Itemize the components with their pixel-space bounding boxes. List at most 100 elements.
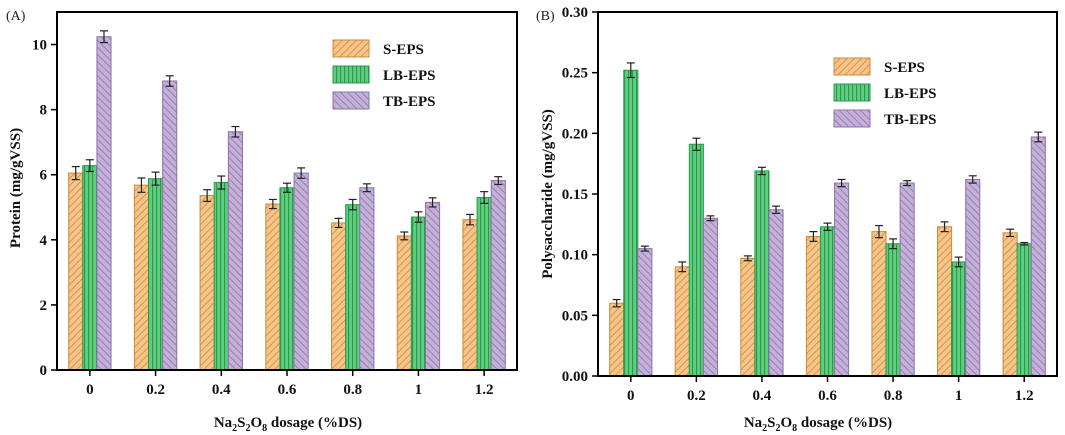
legend-swatch bbox=[833, 109, 871, 128]
legend-label: S-EPS bbox=[383, 42, 424, 58]
x-tick-label: 1 bbox=[955, 388, 963, 404]
error-bar bbox=[1034, 131, 1043, 143]
error-bar bbox=[743, 255, 752, 262]
error-bar bbox=[348, 198, 357, 211]
bar-tb-eps-1.2 bbox=[490, 180, 506, 371]
error-bar bbox=[151, 171, 160, 186]
error-bar bbox=[612, 298, 621, 308]
bar-s-eps-1.2 bbox=[462, 219, 478, 371]
plot-frame bbox=[56, 11, 518, 371]
error-bar bbox=[903, 180, 912, 187]
bar-lb-eps-1.2 bbox=[476, 197, 492, 371]
bar-lb-eps-0 bbox=[82, 165, 98, 371]
y-tick-label: 0.00 bbox=[562, 369, 588, 385]
bar-tb-eps-0.8 bbox=[359, 187, 375, 371]
plot-area: 0.00 0.05 0.10 0.15 0.20 0.25 0.30 0 0.2 0.4 0.6 0.… bbox=[562, 5, 1058, 404]
bar-tb-eps-0 bbox=[637, 248, 653, 377]
x-tick-label: 0.2 bbox=[146, 382, 165, 398]
error-bar bbox=[757, 166, 766, 176]
bar-s-eps-0.6 bbox=[265, 203, 281, 371]
error-bar bbox=[968, 175, 977, 184]
legend-label: S-EPS bbox=[884, 60, 925, 76]
y-tick-label: 0.25 bbox=[562, 66, 588, 82]
x-axis-title: Na2S2O8 dosage (%DS) bbox=[214, 415, 362, 434]
error-bar bbox=[428, 197, 437, 208]
x-axis-title: Na2S2O8 dosage (%DS) bbox=[744, 415, 892, 434]
error-bar bbox=[809, 231, 818, 242]
bar-tb-eps-0.2 bbox=[702, 217, 719, 377]
bar-tb-eps-1 bbox=[424, 201, 441, 371]
error-bar bbox=[400, 231, 409, 241]
chart-panel-protein: (A) 0 2 4 6 8 10 0 0.2 0.4 0.6 0.8 1 1.2 S-EPS LB-EPS T… bbox=[6, 9, 518, 434]
error-bar bbox=[283, 182, 291, 193]
error-bar bbox=[874, 224, 883, 239]
bar-lb-eps-0.8 bbox=[345, 204, 361, 371]
error-bar bbox=[268, 198, 277, 210]
bar-tb-eps-0.8 bbox=[899, 182, 915, 377]
bar-s-eps-0.8 bbox=[331, 222, 347, 371]
legend-swatch bbox=[332, 91, 370, 110]
bar-s-eps-1 bbox=[396, 235, 412, 371]
x-tick-label: 0 bbox=[627, 388, 635, 404]
error-bar bbox=[837, 178, 846, 188]
bar-s-eps-0.2 bbox=[674, 266, 690, 377]
y-tick-label: 10 bbox=[32, 38, 47, 54]
error-bar bbox=[165, 75, 174, 87]
panel-label: (B) bbox=[536, 9, 555, 24]
chart-panel-polysaccharide: (B) 0.000.050.100.150.200.250.300 0.2 0.4 0… bbox=[536, 5, 1058, 434]
y-tick-label: 0.15 bbox=[562, 187, 588, 203]
panel-label: (A) bbox=[6, 9, 26, 24]
error-bar bbox=[466, 213, 475, 226]
bar-s-eps-0 bbox=[609, 302, 625, 377]
x-tick-label: 0.4 bbox=[753, 388, 772, 404]
y-tick-label: 4 bbox=[40, 233, 48, 249]
x-tick-label: 0.8 bbox=[343, 382, 362, 398]
bar-tb-eps-0.6 bbox=[293, 172, 309, 371]
bar-lb-eps-0.2 bbox=[148, 178, 164, 371]
bar-lb-eps-0.4 bbox=[754, 170, 770, 377]
error-bar bbox=[494, 176, 503, 186]
bar-s-eps-0.6 bbox=[805, 235, 821, 377]
bar-s-eps-0.8 bbox=[871, 231, 887, 377]
error-bar bbox=[692, 137, 701, 151]
y-tick-label: 0.05 bbox=[562, 308, 588, 324]
error-bar bbox=[362, 183, 371, 193]
x-tick-label: 0.6 bbox=[818, 388, 837, 404]
legend-label: TB-EPS bbox=[884, 112, 937, 128]
error-bar bbox=[706, 215, 715, 222]
plot-area: 0 2 4 6 8 10 0 0.2 0.4 0.6 0.8 1 1.2 S-EPS LB-EPS TB-EP… bbox=[32, 11, 518, 398]
bar-tb-eps-1 bbox=[965, 178, 981, 377]
error-bar bbox=[678, 261, 687, 273]
x-tick-label: 0.6 bbox=[278, 382, 297, 398]
error-bar bbox=[217, 175, 226, 190]
bar-lb-eps-0.6 bbox=[279, 187, 295, 371]
bar-lb-eps-1.2 bbox=[1016, 243, 1032, 377]
bar-lb-eps-0 bbox=[623, 69, 639, 377]
error-bar bbox=[231, 125, 240, 138]
bar-tb-eps-0.2 bbox=[162, 80, 178, 371]
bar-tb-eps-0 bbox=[96, 36, 112, 371]
error-bar bbox=[334, 217, 343, 229]
x-tick-label: 0.2 bbox=[687, 388, 706, 404]
x-tick-label: 1.2 bbox=[475, 382, 494, 398]
bar-s-eps-0.4 bbox=[740, 257, 756, 377]
bar-s-eps-0 bbox=[68, 172, 84, 371]
legend-swatch bbox=[332, 65, 370, 84]
x-tick-label: 0.8 bbox=[884, 388, 903, 404]
error-bar bbox=[1006, 228, 1015, 238]
x-tick-label: 1 bbox=[415, 382, 423, 398]
bar-lb-eps-1 bbox=[410, 216, 426, 371]
bar-lb-eps-0.6 bbox=[819, 226, 836, 377]
error-bar bbox=[203, 189, 212, 203]
error-bar bbox=[71, 165, 80, 181]
bar-tb-eps-0.4 bbox=[768, 209, 784, 377]
x-tick-label: 0 bbox=[86, 382, 94, 398]
bar-lb-eps-0.2 bbox=[688, 143, 704, 377]
y-tick-label: 8 bbox=[40, 103, 48, 119]
legend: S-EPS LB-EPS TB-EPS bbox=[332, 39, 436, 110]
error-bar bbox=[954, 256, 963, 268]
y-tick-label: 0.30 bbox=[562, 5, 588, 21]
plot-frame bbox=[597, 11, 1058, 377]
y-tick-label: 0 bbox=[40, 363, 48, 379]
